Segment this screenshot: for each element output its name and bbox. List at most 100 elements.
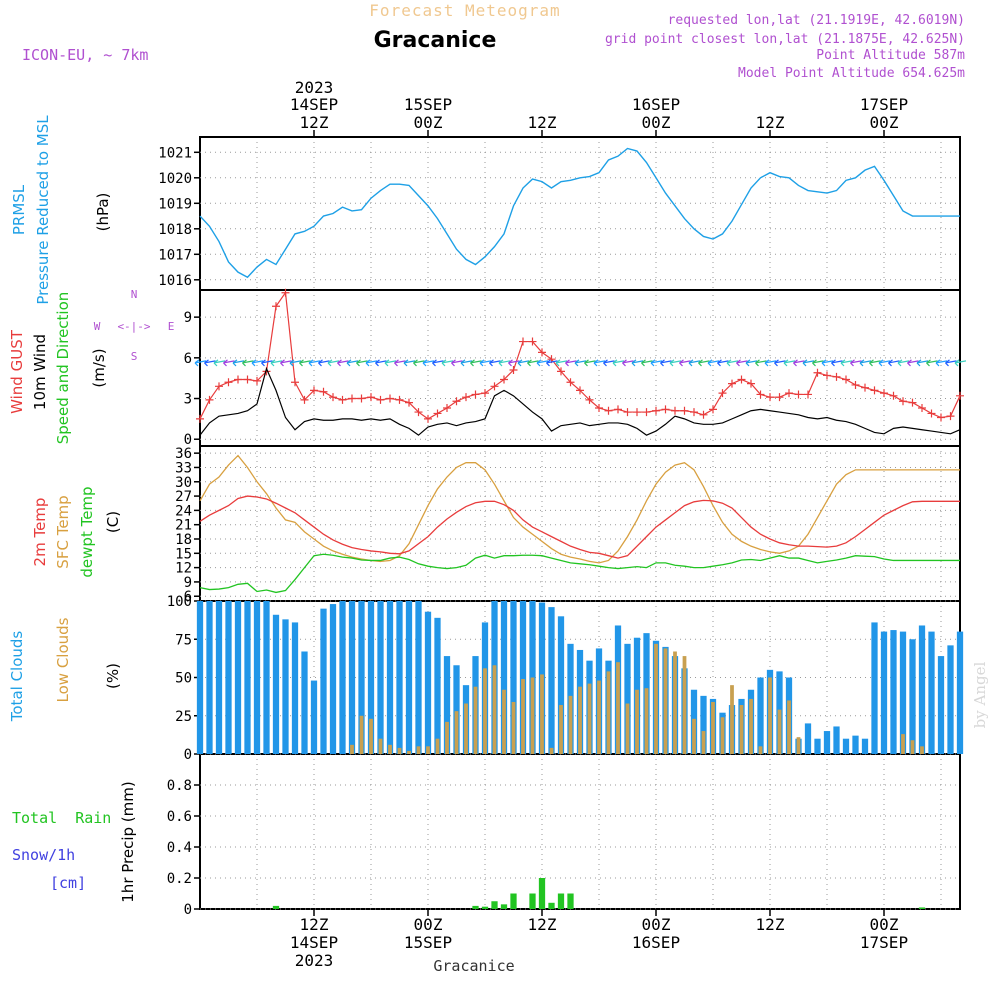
gust-marker — [519, 337, 527, 346]
wind-direction-arrow — [223, 359, 235, 367]
low-cloud-bar — [910, 740, 915, 754]
wind-direction-arrow — [821, 359, 834, 367]
temp-unit: (C) — [104, 511, 122, 533]
y-tick-label: 3 — [184, 392, 192, 408]
gust-marker — [956, 391, 964, 400]
total-cloud-bar — [918, 625, 926, 754]
gust-marker — [747, 379, 755, 388]
low-cloud-bar — [540, 674, 544, 754]
wind-direction-arrow — [954, 359, 967, 367]
wind-direction-arrow — [916, 359, 929, 367]
total-cloud-bar — [757, 677, 764, 754]
clouds-label-a: Total Clouds — [8, 631, 26, 723]
wind-direction-arrow — [783, 359, 796, 367]
top-hour-label: 12Z — [756, 113, 785, 132]
gust-marker — [661, 405, 670, 414]
y-tick-label: 1016 — [158, 273, 192, 289]
gust-marker — [367, 393, 375, 402]
low-cloud-bar — [435, 738, 440, 754]
gust-marker — [880, 389, 888, 398]
wind-direction-arrow — [584, 359, 596, 367]
wind-direction-arrow — [289, 359, 302, 367]
wind-speed-line — [199, 366, 961, 436]
wind-direction-arrow — [755, 359, 767, 367]
gust-marker — [215, 382, 223, 391]
gust-marker — [424, 414, 432, 423]
wind-label-b: 10m Wind — [31, 334, 49, 410]
wind-direction-arrow — [878, 359, 891, 367]
wind-direction-arrow — [612, 359, 625, 367]
low-cloud-bar — [758, 746, 763, 754]
low-cloud-bar — [388, 744, 392, 754]
y-tick-label: 30 — [175, 475, 192, 491]
wind-direction-arrow — [812, 359, 824, 367]
bottom-hour-label: 00Z — [870, 915, 899, 934]
footer-station: Gracanice — [433, 957, 514, 975]
wind-direction-arrow — [764, 359, 777, 367]
low-cloud-bar — [426, 746, 430, 754]
total-cloud-bar — [624, 643, 631, 754]
rain-bar — [557, 893, 565, 909]
gust-marker — [376, 395, 385, 404]
rain-bar — [272, 905, 280, 909]
total-cloud-bar — [415, 601, 422, 754]
wind-direction-arrow — [565, 359, 577, 367]
gust-marker — [566, 378, 575, 387]
y-tick-label: 18 — [175, 532, 192, 548]
wind-direction-arrow — [346, 359, 359, 367]
dewpoint-line — [199, 553, 960, 594]
y-tick-label: 0.2 — [167, 871, 192, 887]
gust-marker — [861, 383, 869, 392]
gust-marker — [842, 375, 850, 384]
wind-direction-arrow — [356, 359, 368, 367]
top-hour-label: 00Z — [642, 113, 671, 132]
wind-direction-arrow — [555, 359, 568, 367]
wind-direction-arrow — [365, 359, 378, 367]
gust-marker — [899, 397, 907, 406]
low-cloud-bar — [369, 718, 373, 754]
total-cloud-bar — [434, 617, 441, 754]
gust-marker — [946, 412, 955, 421]
wind-direction-arrow — [888, 359, 900, 367]
compass-south: S — [131, 350, 138, 363]
total-cloud-bar — [339, 601, 346, 754]
total-cloud-bar — [367, 601, 375, 754]
wind-direction-arrow — [574, 359, 587, 367]
rain-bar — [481, 906, 489, 909]
wind-direction-arrow — [679, 359, 691, 367]
low-cloud-bar — [644, 688, 649, 754]
y-tick-label: 1017 — [158, 247, 192, 263]
low-cloud-bar — [682, 656, 687, 754]
y-tick-label: 1020 — [158, 171, 192, 187]
total-cloud-bar — [310, 680, 318, 754]
gridpoint-coords: grid point closest lon,lat (21.1875E, 42… — [605, 32, 965, 47]
total-cloud-bar — [861, 738, 869, 754]
y-tick-label: 36 — [175, 446, 192, 462]
total-cloud-bar — [890, 630, 897, 754]
y-tick-label: 9 — [184, 575, 192, 591]
gust-marker — [737, 375, 746, 384]
precip-label-rain: Total Rain — [12, 809, 111, 827]
rain-bar — [500, 904, 508, 909]
low-cloud-bar — [616, 662, 620, 754]
total-cloud-bar — [244, 601, 251, 754]
wind-direction-arrow — [698, 359, 710, 367]
total-cloud-bar — [833, 726, 840, 754]
bottom-date-label: 15SEP — [404, 933, 452, 952]
gust-marker — [300, 395, 309, 404]
wind-unit: (m/s) — [90, 348, 108, 387]
y-tick-label: 0.6 — [167, 809, 192, 825]
wind-direction-arrow — [631, 359, 644, 367]
wind-direction-arrow — [251, 359, 264, 367]
gust-marker — [927, 409, 936, 418]
wind-direction-arrow — [840, 359, 853, 367]
gust-marker — [680, 406, 689, 415]
total-cloud-bar — [301, 651, 308, 754]
wind-direction-arrow — [907, 359, 919, 367]
pressure-unit: (hPa) — [94, 193, 112, 232]
low-cloud-bar — [711, 701, 715, 754]
wind-direction-arrow — [261, 359, 273, 367]
clouds-label-b: Low Clouds — [54, 617, 72, 702]
gust-marker — [813, 368, 822, 377]
